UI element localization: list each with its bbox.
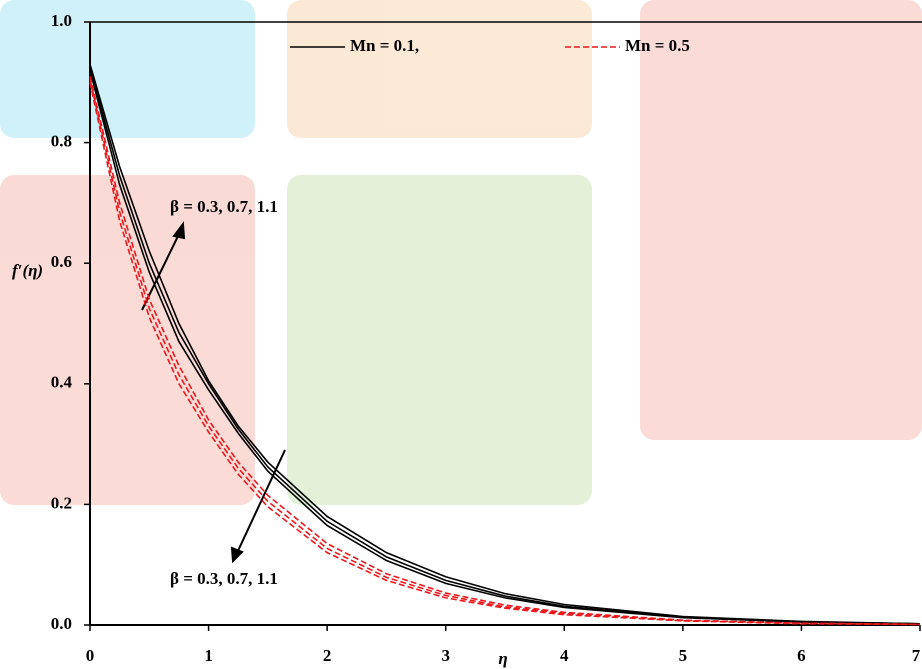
x-tick-label: 5 [679, 646, 688, 665]
x-tick-label: 6 [797, 646, 806, 665]
x-tick-label: 7 [912, 646, 921, 665]
y-tick-label: 0.2 [51, 493, 72, 512]
x-tick-label: 1 [204, 646, 213, 665]
watermark [0, 0, 922, 505]
annotation: β = 0.3, 0.7, 1.1 [170, 569, 278, 588]
annotation: β = 0.3, 0.7, 1.1 [170, 197, 278, 216]
x-tick-label: 2 [323, 646, 332, 665]
x-tick-label: 0 [86, 646, 95, 665]
y-tick-label: 1.0 [51, 11, 72, 30]
chart: f′(η) η β = 0.3, 0.7, 1.1 β = 0.3, 0.7, … [0, 0, 922, 669]
x-tick-label: 3 [441, 646, 450, 665]
legend-label: Mn = 0.5 [625, 36, 690, 55]
x-tick-label: 4 [560, 646, 569, 665]
y-tick-label: 0.0 [51, 614, 72, 633]
y-tick-label: 0.8 [51, 132, 72, 151]
y-tick-label: 0.4 [51, 373, 73, 392]
y-tick-label: 0.6 [51, 252, 72, 271]
legend-label: Mn = 0.1, [350, 36, 419, 55]
y-axis-label: f′(η) [12, 261, 43, 280]
x-axis-label: η [498, 649, 507, 668]
